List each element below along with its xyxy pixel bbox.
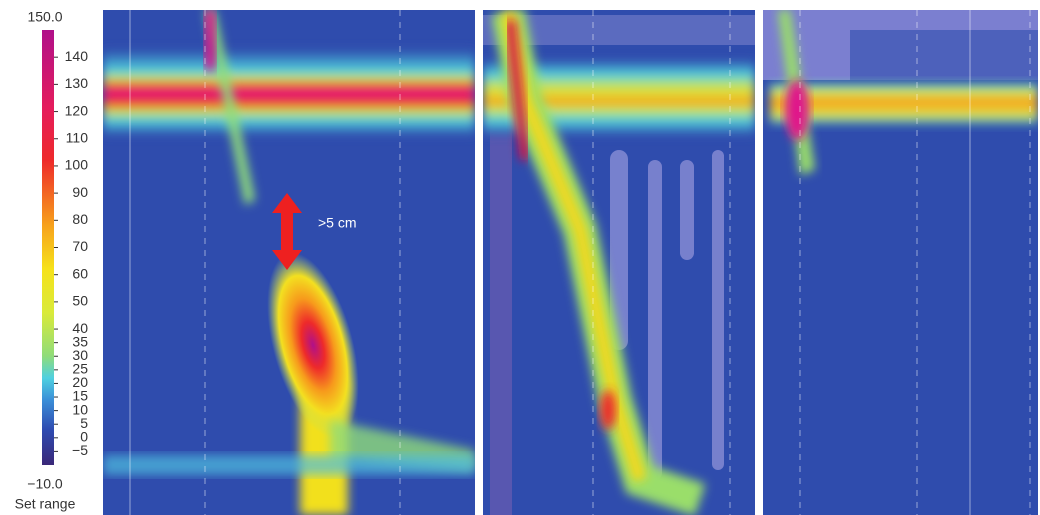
low-region-patch [850,30,1038,80]
colorbar-caption: Set range [15,496,76,512]
contraction-peak [785,80,809,140]
bottom-band [103,455,475,475]
panel-3 [763,10,1038,515]
contraction-peak [600,390,616,430]
colorbar-ticks: 150.014013012011010090807060504035302520… [27,9,88,492]
colorbar-tick-label: 140 [65,48,89,64]
pressure-band [770,84,1038,124]
colorbar-tick-label: 130 [65,75,89,91]
colorbar-tick-label: −5 [72,442,88,458]
figure: 150.014013012011010090807060504035302520… [0,0,1040,515]
colorbar-tick-label: 70 [72,238,88,254]
colorbar-tick-label: 110 [66,129,89,145]
panel-2 [483,10,755,515]
colorbar-tick-label: 60 [72,265,88,281]
colorbar-max-label: 150.0 [27,9,62,25]
colorbar-tick-label: 100 [65,157,89,173]
colorbar-tick-label: 50 [72,293,88,309]
panel-1 [103,10,475,515]
low-strip [490,120,512,515]
colorbar-tick-label: 80 [72,211,88,227]
colorbar-tick-label: 120 [65,102,89,118]
pressure-band [103,50,475,135]
contraction-peak [205,10,215,70]
colorbar [42,30,54,465]
colorbar-min-label: −10.0 [27,476,63,492]
annotation: >5 cm [318,215,357,231]
colorbar-tick-label: 90 [72,184,88,200]
